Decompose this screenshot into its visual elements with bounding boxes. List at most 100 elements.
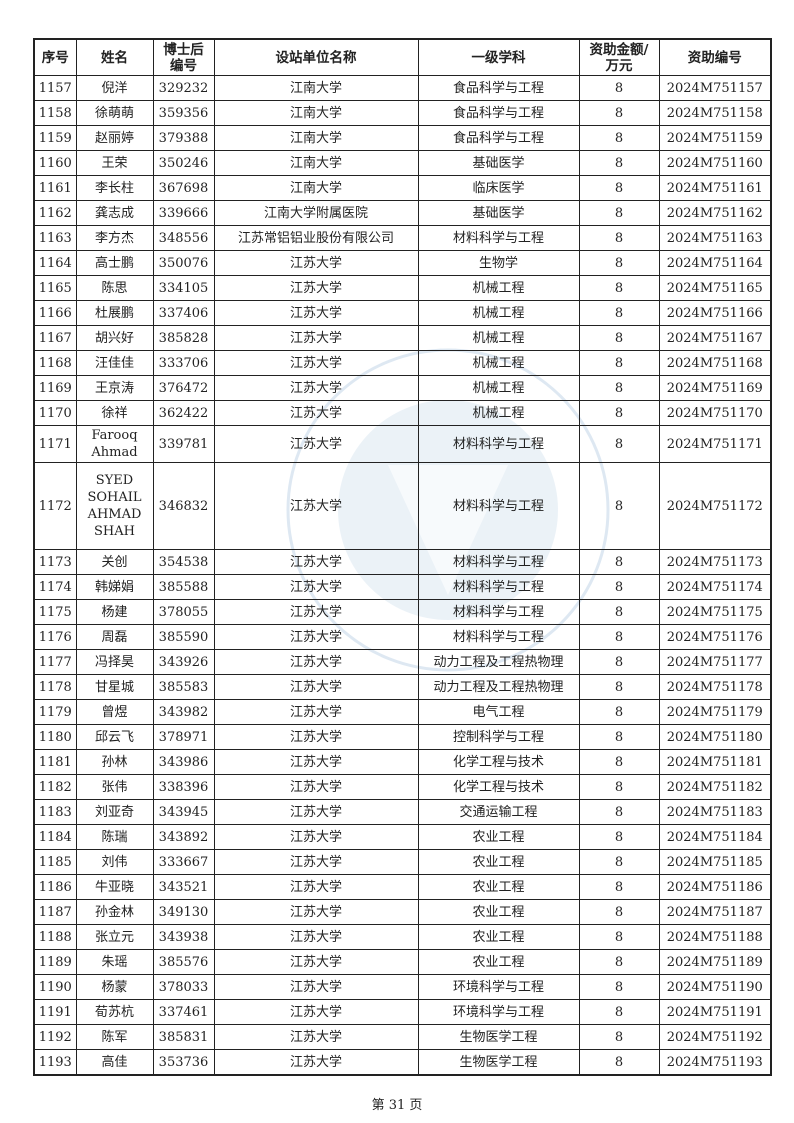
institution-cell: 江苏大学 xyxy=(213,425,419,463)
grant-id-cell: 2024M751186 xyxy=(658,874,772,900)
row-index-cell: 1185 xyxy=(33,849,77,875)
institution-cell: 江苏常铝铝业股份有限公司 xyxy=(213,225,419,251)
row-index-cell: 1170 xyxy=(33,400,77,426)
person-name-cell: 朱瑶 xyxy=(75,949,154,975)
row-index-cell: 1189 xyxy=(33,949,77,975)
row-index-cell: 1178 xyxy=(33,674,77,700)
row-index-cell: 1193 xyxy=(33,1049,77,1076)
table-header-row: 序号 姓名 博士后 编号 设站单位名称 一级学科 资助金额/ 万元 资助编号 xyxy=(33,38,772,76)
institution-cell: 江苏大学 xyxy=(213,400,419,426)
grant-id-cell: 2024M751161 xyxy=(658,175,772,201)
institution-cell: 江苏大学 xyxy=(213,749,419,775)
postdoc-id-cell: 339781 xyxy=(152,425,215,463)
amount-cell: 8 xyxy=(578,749,660,775)
postdoc-id-cell: 385588 xyxy=(152,574,215,600)
institution-cell: 江南大学 xyxy=(213,150,419,176)
table-row: 1166 杜展鹏 337406 江苏大学 机械工程 8 2024M751166 xyxy=(33,300,772,326)
person-name-cell: 张伟 xyxy=(75,774,154,800)
discipline-cell: 机械工程 xyxy=(417,350,580,376)
row-index-cell: 1174 xyxy=(33,574,77,600)
person-name-cell: 孙金林 xyxy=(75,899,154,925)
institution-cell: 江苏大学 xyxy=(213,824,419,850)
row-index-cell: 1177 xyxy=(33,649,77,675)
amount-cell: 8 xyxy=(578,924,660,950)
row-index-cell: 1164 xyxy=(33,250,77,276)
amount-cell: 8 xyxy=(578,350,660,376)
postdoc-id-cell: 378971 xyxy=(152,724,215,750)
postdoc-id-cell: 333667 xyxy=(152,849,215,875)
grant-id-cell: 2024M751168 xyxy=(658,350,772,376)
discipline-cell: 基础医学 xyxy=(417,200,580,226)
person-name-cell: 杨蒙 xyxy=(75,974,154,1000)
table-row: 1183 刘亚奇 343945 江苏大学 交通运输工程 8 2024M751183 xyxy=(33,799,772,825)
institution-cell: 江苏大学 xyxy=(213,699,419,725)
institution-cell: 江苏大学 xyxy=(213,1024,419,1050)
grant-id-cell: 2024M751165 xyxy=(658,275,772,301)
row-index-cell: 1182 xyxy=(33,774,77,800)
table-row: 1193 高佳 353736 江苏大学 生物医学工程 8 2024M751193 xyxy=(33,1049,772,1076)
row-index-cell: 1158 xyxy=(33,100,77,126)
table-row: 1181 孙林 343986 江苏大学 化学工程与技术 8 2024M751181 xyxy=(33,749,772,775)
discipline-cell: 化学工程与技术 xyxy=(417,749,580,775)
grant-id-cell: 2024M751167 xyxy=(658,325,772,351)
page-number: 第 31 页 xyxy=(371,1098,423,1113)
institution-cell: 江苏大学 xyxy=(213,462,419,550)
table-row: 1182 张伟 338396 江苏大学 化学工程与技术 8 2024M751182 xyxy=(33,774,772,800)
table-row: 1165 陈思 334105 江苏大学 机械工程 8 2024M751165 xyxy=(33,275,772,301)
discipline-cell: 环境科学与工程 xyxy=(417,999,580,1025)
amount-cell: 8 xyxy=(578,849,660,875)
discipline-cell: 基础医学 xyxy=(417,150,580,176)
row-index-cell: 1162 xyxy=(33,200,77,226)
discipline-cell: 机械工程 xyxy=(417,375,580,401)
grant-id-cell: 2024M751170 xyxy=(658,400,772,426)
grant-id-cell: 2024M751174 xyxy=(658,574,772,600)
institution-cell: 江苏大学 xyxy=(213,375,419,401)
discipline-cell: 农业工程 xyxy=(417,874,580,900)
amount-cell: 8 xyxy=(578,1024,660,1050)
amount-cell: 8 xyxy=(578,999,660,1025)
row-index-cell: 1160 xyxy=(33,150,77,176)
person-name-cell: 王京涛 xyxy=(75,375,154,401)
discipline-cell: 控制科学与工程 xyxy=(417,724,580,750)
discipline-cell: 环境科学与工程 xyxy=(417,974,580,1000)
amount-cell: 8 xyxy=(578,125,660,151)
table-row: 1177 冯择昊 343926 江苏大学 动力工程及工程热物理 8 2024M751177 xyxy=(33,649,772,675)
person-name-cell: 周磊 xyxy=(75,624,154,650)
postdoc-id-cell: 385831 xyxy=(152,1024,215,1050)
discipline-cell: 化学工程与技术 xyxy=(417,774,580,800)
header-discipline: 一级学科 xyxy=(417,38,580,76)
postdoc-id-cell: 353736 xyxy=(152,1049,215,1076)
discipline-cell: 交通运输工程 xyxy=(417,799,580,825)
row-index-cell: 1169 xyxy=(33,375,77,401)
grant-id-cell: 2024M751180 xyxy=(658,724,772,750)
amount-cell: 8 xyxy=(578,1049,660,1076)
table-row: 1160 王荣 350246 江南大学 基础医学 8 2024M751160 xyxy=(33,150,772,176)
person-name-cell: 张立元 xyxy=(75,924,154,950)
person-name-cell: SYED SOHAIL AHMAD SHAH xyxy=(75,462,154,550)
grant-id-cell: 2024M751166 xyxy=(658,300,772,326)
row-index-cell: 1159 xyxy=(33,125,77,151)
grant-id-cell: 2024M751187 xyxy=(658,899,772,925)
row-index-cell: 1188 xyxy=(33,924,77,950)
person-name-cell: 高佳 xyxy=(75,1049,154,1076)
postdoc-id-cell: 338396 xyxy=(152,774,215,800)
postdoc-id-cell: 385828 xyxy=(152,325,215,351)
grant-id-cell: 2024M751184 xyxy=(658,824,772,850)
person-name-cell: 高士鹏 xyxy=(75,250,154,276)
row-index-cell: 1184 xyxy=(33,824,77,850)
grant-id-cell: 2024M751169 xyxy=(658,375,772,401)
row-index-cell: 1176 xyxy=(33,624,77,650)
grant-id-cell: 2024M751191 xyxy=(658,999,772,1025)
institution-cell: 江苏大学 xyxy=(213,1049,419,1076)
grant-id-cell: 2024M751162 xyxy=(658,200,772,226)
table-row: 1172 SYED SOHAIL AHMAD SHAH 346832 江苏大学 材料科学… xyxy=(33,462,772,550)
person-name-cell: 韩娣娟 xyxy=(75,574,154,600)
person-name-cell: 李方杰 xyxy=(75,225,154,251)
amount-cell: 8 xyxy=(578,250,660,276)
header-index: 序号 xyxy=(33,38,77,76)
institution-cell: 江苏大学 xyxy=(213,250,419,276)
grant-id-cell: 2024M751172 xyxy=(658,462,772,550)
amount-cell: 8 xyxy=(578,325,660,351)
person-name-cell: Farooq Ahmad xyxy=(75,425,154,463)
person-name-cell: 甘星城 xyxy=(75,674,154,700)
